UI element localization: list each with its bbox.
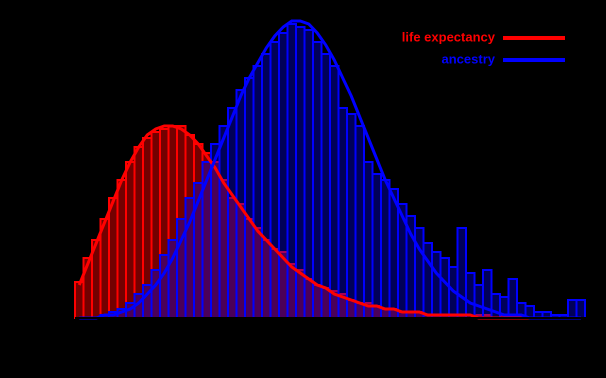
bar — [346, 113, 357, 319]
bar — [116, 179, 127, 319]
bar — [218, 125, 229, 319]
bar — [312, 41, 323, 319]
bar — [159, 254, 170, 319]
bar — [320, 53, 331, 319]
bar — [150, 269, 161, 319]
bar — [388, 188, 399, 319]
bar — [575, 299, 586, 319]
bar — [507, 278, 518, 319]
bar — [567, 299, 578, 319]
bar — [371, 173, 382, 319]
bar — [252, 65, 263, 319]
bar — [125, 161, 136, 319]
fit-curve — [79, 19, 581, 320]
bar — [227, 107, 238, 319]
bar — [456, 227, 467, 319]
bar — [74, 281, 85, 319]
bar — [465, 272, 476, 319]
bar — [363, 161, 374, 319]
bar — [303, 29, 314, 319]
bar — [329, 65, 340, 319]
bar — [99, 218, 110, 319]
bar — [473, 284, 484, 319]
bar — [380, 179, 391, 319]
bar — [108, 197, 119, 319]
bar — [439, 257, 450, 319]
bar — [431, 251, 442, 319]
bar — [261, 53, 272, 319]
bar — [278, 32, 289, 319]
legend-label: ancestry — [442, 51, 496, 66]
bar — [133, 146, 144, 319]
legend-label: life expectancy — [402, 29, 496, 44]
bar — [244, 77, 255, 319]
bar — [354, 125, 365, 319]
bar — [286, 23, 297, 319]
bar — [337, 107, 348, 319]
bar — [269, 41, 280, 319]
